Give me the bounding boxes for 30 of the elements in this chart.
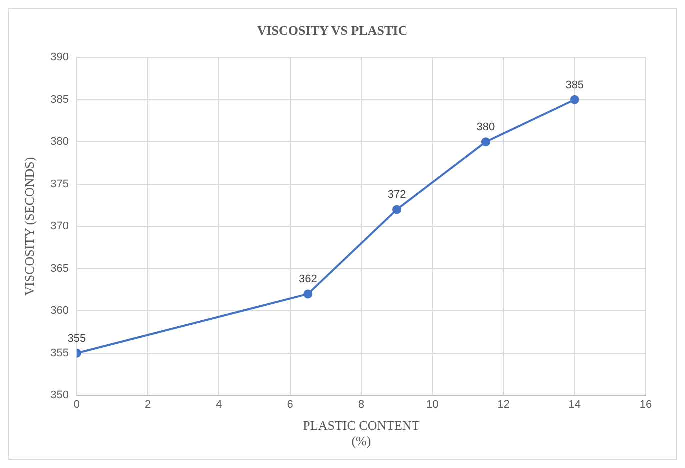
point	[481, 138, 490, 147]
x-tick-label: 8	[358, 399, 365, 412]
x-tick-label: 4	[216, 399, 222, 412]
chart-title: VISCOSITY VS PLASTIC	[257, 23, 408, 38]
x-axis-title: PLASTIC CONTENT (%)	[303, 418, 420, 449]
data-label: 355	[68, 332, 86, 345]
data-label: 362	[298, 274, 318, 286]
y-tick-label: 355	[50, 347, 69, 360]
x-tick-label: 6	[287, 399, 294, 412]
x-tick-label: 0	[74, 399, 80, 412]
point	[570, 95, 580, 104]
y-tick-label: 360	[50, 305, 69, 318]
y-tick-label: 365	[50, 262, 69, 275]
x-tick-label: 2	[145, 399, 152, 412]
y-axis-title: VISCOSITY (SECONDS)	[22, 157, 38, 296]
data-label: 380	[476, 122, 496, 134]
x-tick-label: 14	[568, 399, 581, 412]
x-tick-label: 10	[426, 399, 439, 412]
y-tick-label: 385	[50, 94, 69, 106]
point	[392, 205, 402, 214]
y-tick-label: 380	[50, 136, 69, 148]
y-tick-label: 375	[50, 178, 69, 190]
point	[304, 290, 313, 299]
data-label: 385	[566, 79, 584, 92]
x-tick-label: 12	[498, 399, 510, 412]
data-label: 372	[388, 189, 406, 202]
y-tick-label: 370	[50, 220, 69, 233]
y-tick-label: 390	[50, 52, 69, 64]
y-tick-label: 350	[50, 390, 69, 402]
x-tick-label: 16	[640, 399, 652, 412]
